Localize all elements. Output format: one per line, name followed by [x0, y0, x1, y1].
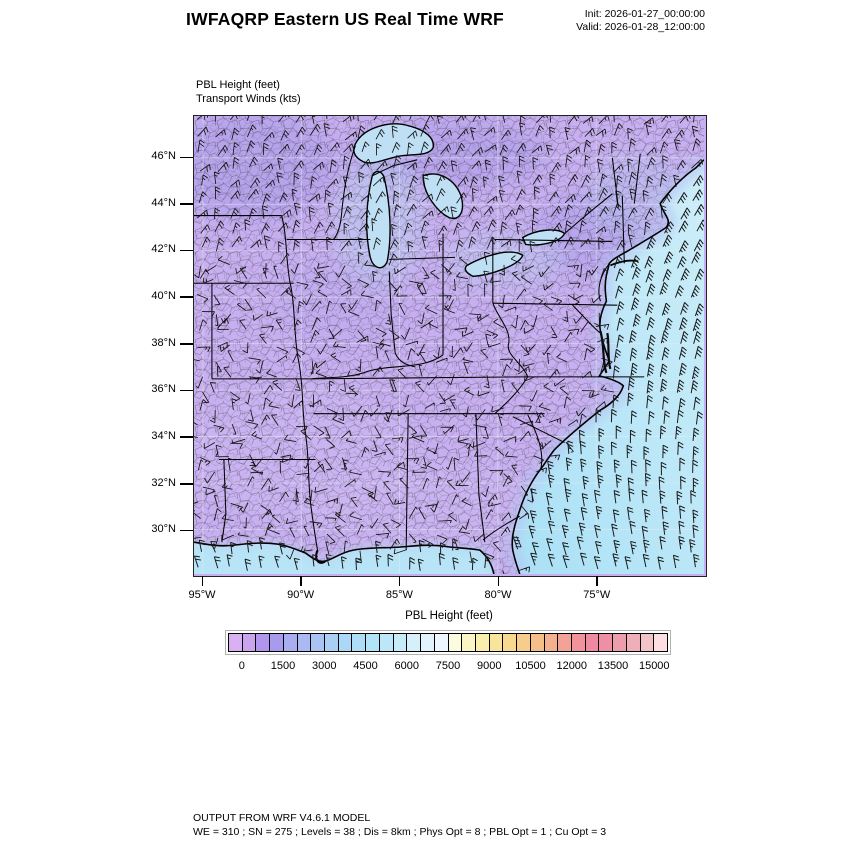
colorbar-cell	[311, 634, 326, 651]
colorbar-cell	[503, 634, 518, 651]
colorbar-cell	[366, 634, 380, 651]
lat-tick-label: 42°N	[151, 243, 176, 256]
colorbar-tick-label: 1500	[270, 660, 296, 672]
colorbar-tick-label: 13500	[597, 660, 629, 672]
colorbar-cell	[517, 634, 531, 651]
lon-tick	[497, 576, 500, 586]
lon-tick	[300, 576, 302, 586]
wind-barbs-ocean	[194, 175, 704, 571]
lon-tick-label: 90°W	[287, 589, 315, 601]
colorbar-cell	[613, 634, 627, 651]
colorbar-cell	[297, 634, 312, 651]
lon-tick	[201, 576, 203, 586]
lat-tick	[180, 529, 193, 532]
colorbar-cell	[544, 634, 559, 651]
lat-tick-label: 32°N	[151, 476, 176, 489]
lat-tick-label: 46°N	[151, 150, 176, 162]
colorbar-cell	[434, 634, 449, 651]
field-label-pbl: PBL Height (feet)	[196, 79, 280, 91]
lat-tick	[180, 483, 193, 485]
colorbar-cell	[421, 634, 435, 651]
colorbar-cell	[530, 634, 545, 651]
lon-tick-label: 75°W	[583, 589, 611, 601]
colorbar-cells	[228, 633, 668, 652]
wind-barbs-land	[194, 116, 704, 574]
colorbar-cell	[626, 634, 641, 651]
colorbar-cell	[448, 634, 463, 651]
colorbar-cell	[393, 634, 408, 651]
field-labels: PBL Height (feet) Transport Winds (kts)	[196, 78, 301, 106]
colorbar-cell	[270, 634, 284, 651]
page-title: IWFAQRP Eastern US Real Time WRF	[186, 9, 504, 29]
model-info-line1: OUTPUT FROM WRF V4.6.1 MODEL	[193, 812, 371, 824]
colorbar-cell	[462, 634, 476, 651]
lat-tick	[180, 203, 193, 205]
lat-tick	[180, 296, 193, 298]
model-info-line2: WE = 310 ; SN = 275 ; Levels = 38 ; Dis …	[193, 825, 607, 838]
colorbar-cell	[571, 634, 586, 651]
lon-tick	[398, 576, 401, 586]
colorbar-cell	[640, 634, 655, 651]
lat-tick-label: 44°N	[151, 196, 176, 209]
colorbar-cell	[256, 634, 271, 651]
colorbar-cell	[489, 634, 504, 651]
colorbar-tick-label: 10500	[515, 660, 546, 672]
lon-tick-label: 80°W	[484, 589, 512, 601]
lat-tick-label: 40°N	[151, 289, 176, 302]
lat-tick-label: 38°N	[151, 336, 176, 349]
colorbar-tick-label: 0	[238, 660, 245, 672]
colorbar-tick-label: 3000	[312, 660, 337, 672]
lat-tick-label: 34°N	[151, 429, 176, 442]
wrf-map	[193, 115, 707, 577]
lon-tick-label: 85°W	[385, 589, 413, 601]
colorbar-cell	[242, 634, 257, 651]
colorbar-labels: 0 1500 3000 4500 6000 7500 9000 10500 12000 13500…	[228, 660, 670, 676]
lat-tick	[180, 249, 193, 252]
run-times: Init: 2026-01-27_00:00:00 Valid: 2026-01…	[460, 8, 705, 34]
colorbar-tick-label: 6000	[394, 660, 419, 672]
init-time: Init: 2026-01-27_00:00:00	[584, 8, 705, 20]
colorbar-tick-label: 15000	[638, 660, 670, 672]
colorbar	[225, 630, 671, 655]
colorbar-cell	[352, 634, 367, 651]
lon-tick	[596, 576, 598, 586]
colorbar-tick-label: 4500	[353, 660, 378, 672]
colorbar-cell	[283, 634, 298, 651]
colorbar-cell	[585, 634, 600, 651]
colorbar-cell	[338, 634, 353, 651]
lat-tick	[180, 156, 193, 158]
lon-tick-label: 95°W	[188, 589, 216, 601]
colorbar-cell	[475, 634, 490, 651]
lat-tick	[180, 436, 193, 438]
colorbar-cell	[654, 634, 667, 651]
colorbar-cell	[379, 634, 394, 651]
lat-tick	[180, 343, 193, 345]
colorbar-tick-label: 9000	[477, 660, 502, 672]
lat-tick-label: 30°N	[151, 523, 176, 536]
colorbar-cell	[558, 634, 572, 651]
colorbar-cell	[325, 634, 339, 651]
colorbar-tick-label: 12000	[556, 660, 588, 672]
colorbar-cell	[599, 634, 614, 651]
model-info: OUTPUT FROM WRF V4.6.1 MODEL WE = 310 ; …	[193, 812, 606, 839]
colorbar-cell	[407, 634, 422, 651]
colorbar-title: PBL Height (feet)	[405, 610, 493, 622]
colorbar-cell	[229, 634, 243, 651]
lat-tick	[180, 389, 193, 392]
lat-tick-label: 36°N	[151, 383, 176, 396]
field-label-winds: Transport Winds (kts)	[196, 93, 301, 105]
map-canvas	[194, 116, 704, 574]
colorbar-tick-label: 7500	[435, 660, 461, 672]
valid-time: Valid: 2026-01-28_12:00:00	[576, 21, 705, 33]
